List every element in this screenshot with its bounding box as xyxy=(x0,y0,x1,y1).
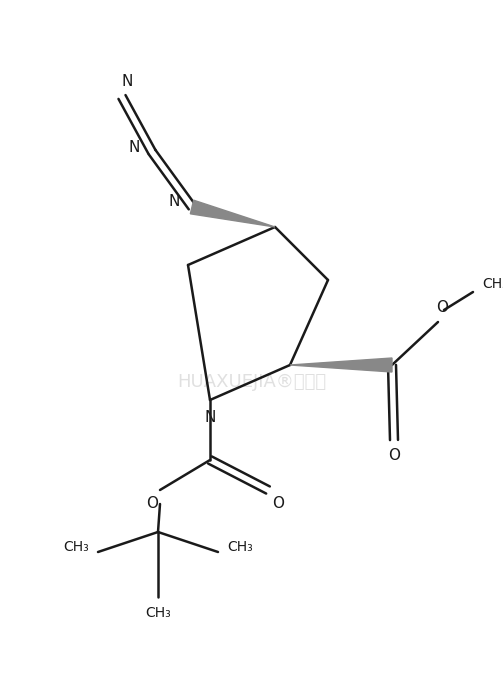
Text: N: N xyxy=(121,73,133,89)
Text: O: O xyxy=(388,448,400,464)
Text: N: N xyxy=(128,140,140,154)
Text: O: O xyxy=(272,495,284,511)
Text: CH₃: CH₃ xyxy=(227,540,253,554)
Text: CH₃: CH₃ xyxy=(145,606,171,620)
Text: O: O xyxy=(436,300,448,314)
Polygon shape xyxy=(290,358,392,372)
Text: CH₃: CH₃ xyxy=(482,277,503,291)
Text: HUAXUEJIA®化学加: HUAXUEJIA®化学加 xyxy=(178,373,326,391)
Text: N: N xyxy=(169,194,180,210)
Text: N: N xyxy=(204,410,216,426)
Text: CH₃: CH₃ xyxy=(63,540,89,554)
Text: O: O xyxy=(146,495,158,511)
Polygon shape xyxy=(190,200,275,227)
